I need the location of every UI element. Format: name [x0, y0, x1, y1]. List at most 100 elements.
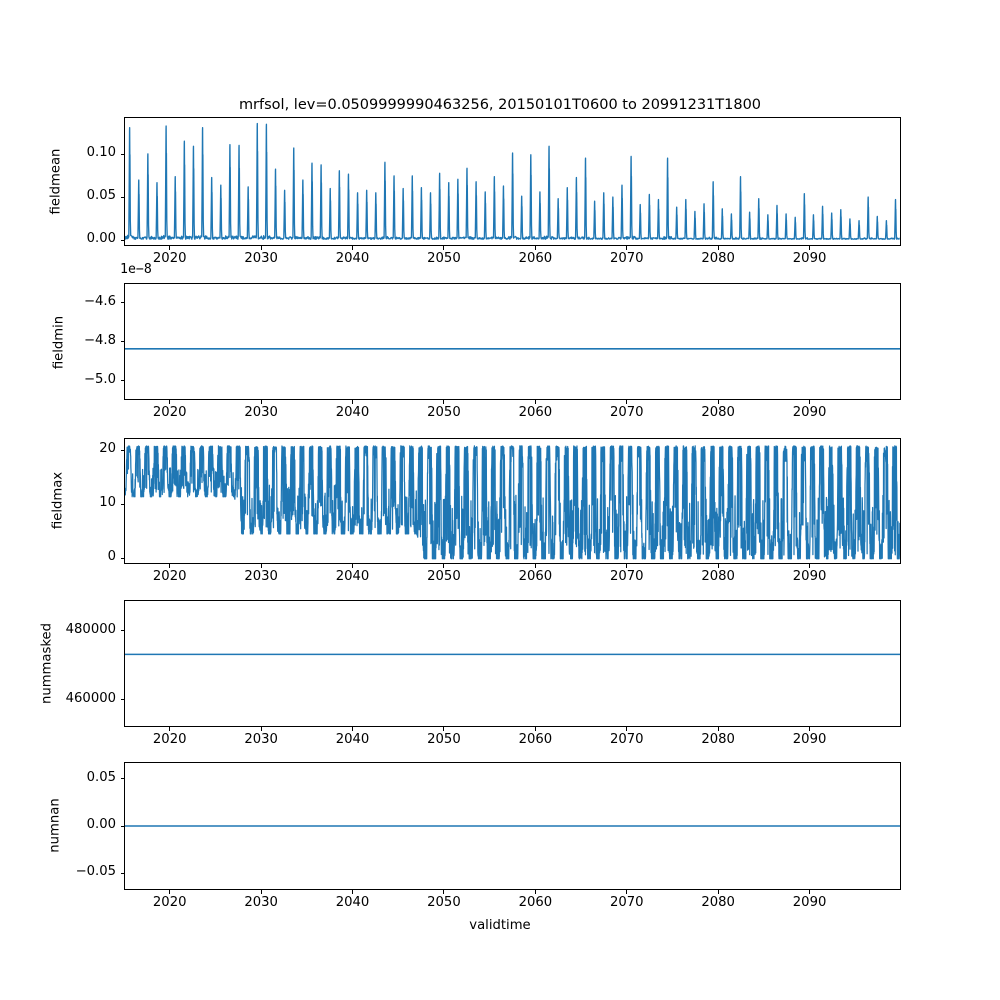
xtick-mark-fieldmax [717, 564, 719, 568]
xtick-label-nummasked: 2050 [427, 732, 461, 747]
xtick-mark-numnan [260, 890, 262, 894]
ytick-label-fieldmin: −4.6 [83, 293, 116, 309]
xtick-mark-fieldmean [809, 246, 811, 250]
ytick-label-fieldmax: 10 [99, 495, 116, 511]
ytick-label-fieldmax: 0 [107, 549, 116, 565]
xtick-label-fieldmean: 2080 [701, 251, 735, 266]
xtick-label-fieldmax: 2090 [792, 569, 827, 584]
subplot-nummasked [124, 600, 901, 727]
xtick-label-fieldmax: 2080 [701, 569, 735, 584]
ytick-mark-fieldmean [120, 153, 125, 155]
xtick-mark-nummasked [443, 727, 445, 731]
xtick-mark-nummasked [260, 727, 262, 731]
xtick-label-fieldmax: 2040 [335, 569, 370, 584]
xtick-mark-fieldmin [534, 400, 536, 404]
xtick-label-nummasked: 2040 [335, 732, 370, 747]
xtick-label-fieldmin: 2060 [518, 405, 553, 420]
xtick-label-nummasked: 2080 [701, 732, 735, 747]
plot-area-fieldmean [125, 118, 900, 245]
xtick-label-fieldmin: 2080 [701, 405, 735, 420]
xtick-label-fieldmean: 2050 [427, 251, 461, 266]
ytick-mark-nummasked [120, 699, 125, 701]
xtick-label-fieldmax: 2050 [427, 569, 461, 584]
ytick-mark-fieldmin [120, 341, 125, 343]
ytick-label-fieldmean: 0.00 [86, 231, 116, 247]
ytick-label-numnan: 0.05 [86, 769, 116, 785]
xtick-label-fieldmax: 2060 [518, 569, 553, 584]
xtick-mark-numnan [169, 890, 171, 894]
ytick-mark-fieldmin [120, 380, 125, 382]
xtick-mark-fieldmin [809, 400, 811, 404]
ytick-mark-numnan [120, 872, 125, 874]
xtick-label-numnan: 2090 [792, 895, 827, 910]
ytick-mark-fieldmean [120, 239, 125, 241]
xtick-label-numnan: 2060 [518, 895, 553, 910]
xtick-mark-fieldmean [260, 246, 262, 250]
xtick-label-numnan: 2040 [335, 895, 370, 910]
xtick-label-fieldmin: 2040 [335, 405, 370, 420]
figure-title: mrfsol, lev=0.0509999990463256, 20150101… [238, 97, 762, 113]
xtick-label-numnan: 2020 [152, 895, 187, 910]
ytick-label-fieldmean: 0.05 [86, 188, 116, 204]
xtick-label-numnan: 2050 [427, 895, 461, 910]
xtick-mark-fieldmax [809, 564, 811, 568]
xtick-mark-fieldmax [352, 564, 354, 568]
xtick-mark-nummasked [809, 727, 811, 731]
xtick-mark-nummasked [626, 727, 628, 731]
ytick-label-nummasked: 480000 [65, 621, 116, 637]
xtick-mark-nummasked [169, 727, 171, 731]
subplot-numnan [124, 762, 901, 890]
xtick-mark-fieldmean [534, 246, 536, 250]
ytick-mark-fieldmax [120, 449, 125, 451]
xtick-label-numnan: 2030 [244, 895, 278, 910]
plot-area-fieldmax [125, 439, 900, 563]
xtick-mark-fieldmin [169, 400, 171, 404]
ytick-label-numnan: −0.05 [75, 864, 116, 880]
xtick-label-fieldmean: 2040 [335, 251, 370, 266]
ytick-label-fieldmin: −5.0 [83, 371, 116, 387]
plot-area-fieldmin [125, 284, 900, 399]
ytick-label-fieldmin: −4.8 [83, 332, 116, 348]
xtick-label-fieldmax: 2070 [609, 569, 644, 584]
ytick-mark-numnan [120, 825, 125, 827]
xtick-label-fieldmean: 2030 [244, 251, 278, 266]
xtick-mark-fieldmean [717, 246, 719, 250]
xtick-label-nummasked: 2030 [244, 732, 278, 747]
xtick-mark-fieldmax [260, 564, 262, 568]
xtick-label-fieldmin: 2090 [792, 405, 827, 420]
xtick-label-fieldmean: 2020 [152, 251, 187, 266]
xtick-mark-fieldmax [443, 564, 445, 568]
xtick-label-fieldmean: 2070 [609, 251, 644, 266]
plot-area-nummasked [125, 601, 900, 726]
xtick-mark-numnan [717, 890, 719, 894]
xtick-mark-nummasked [534, 727, 536, 731]
ylabel-nummasked: nummasked [39, 623, 55, 705]
xtick-mark-fieldmax [534, 564, 536, 568]
ytick-mark-fieldmin [120, 302, 125, 304]
xtick-label-nummasked: 2020 [152, 732, 187, 747]
xtick-mark-fieldmean [169, 246, 171, 250]
xtick-label-fieldmax: 2030 [244, 569, 278, 584]
ytick-mark-numnan [120, 778, 125, 780]
xtick-mark-fieldmin [352, 400, 354, 404]
xtick-label-fieldmean: 2090 [792, 251, 827, 266]
xtick-mark-fieldmin [443, 400, 445, 404]
ytick-mark-fieldmean [120, 196, 125, 198]
ytick-label-numnan: 0.00 [86, 817, 116, 832]
xtick-mark-nummasked [352, 727, 354, 731]
xtick-label-fieldmax: 2020 [152, 569, 187, 584]
xtick-mark-fieldmin [717, 400, 719, 404]
xtick-mark-fieldmin [626, 400, 628, 404]
xtick-label-nummasked: 2070 [609, 732, 644, 747]
xlabel-validtime: validtime [469, 918, 531, 933]
ytick-mark-nummasked [120, 630, 125, 632]
ytick-mark-fieldmax [120, 557, 125, 559]
xtick-mark-numnan [809, 890, 811, 894]
ytick-mark-fieldmax [120, 503, 125, 505]
xtick-mark-fieldmean [352, 246, 354, 250]
xtick-mark-fieldmean [443, 246, 445, 250]
subplot-fieldmax [124, 438, 901, 564]
xtick-mark-numnan [626, 890, 628, 894]
xtick-label-nummasked: 2090 [792, 732, 827, 747]
